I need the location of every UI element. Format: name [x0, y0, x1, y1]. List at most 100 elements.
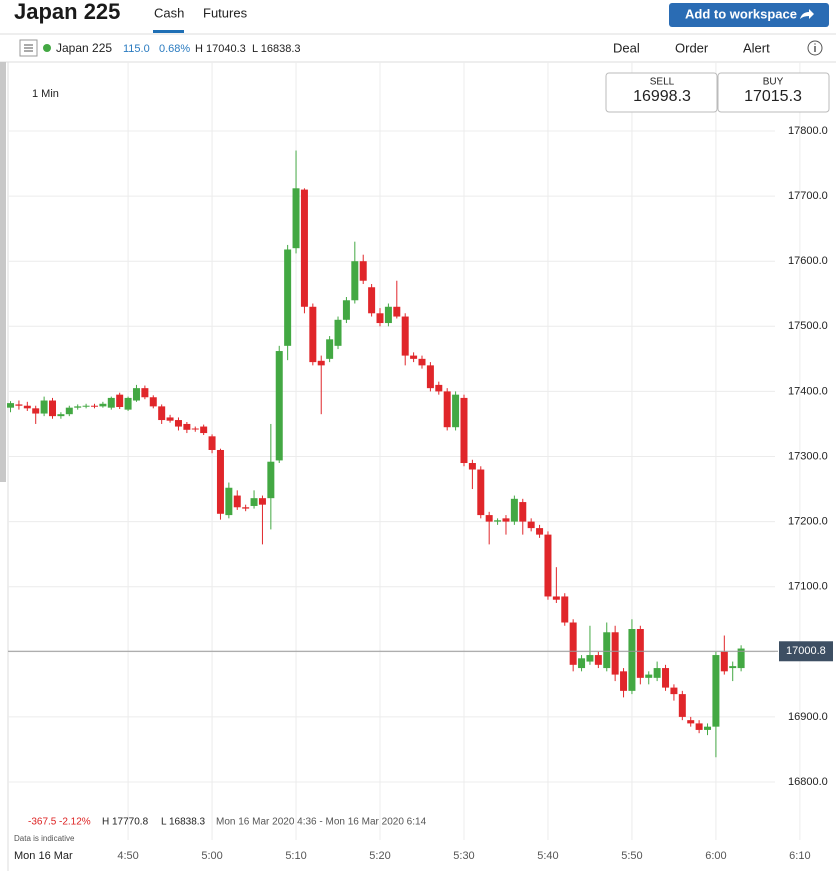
- current-price-label: 17000.8: [786, 645, 826, 657]
- stat-change: -367.5: [28, 817, 57, 828]
- candle-body: [704, 726, 712, 730]
- date-label: Mon 16 Mar: [14, 850, 73, 862]
- alert[interactable]: Alert: [743, 40, 770, 55]
- candle-body: [578, 658, 586, 669]
- y-tick-label: 17200.0: [788, 516, 828, 528]
- stat-high: H 17770.8: [102, 817, 149, 828]
- candle-body: [82, 405, 90, 407]
- candle-body: [267, 461, 275, 499]
- candle-body: [510, 498, 518, 522]
- workspace-button[interactable]: [669, 3, 829, 27]
- info-icon[interactable]: [807, 40, 823, 56]
- y-tick-label: 17100.0: [788, 581, 828, 593]
- candle-body: [359, 261, 367, 281]
- candle-body: [452, 394, 460, 428]
- stat-low: L 16838.3: [161, 817, 206, 828]
- candle-body: [544, 534, 552, 597]
- y-tick-label: 16800.0: [788, 776, 828, 788]
- y-tick-label: 17800.0: [788, 125, 828, 137]
- candle-body: [737, 648, 745, 669]
- change: 115.0: [123, 43, 150, 55]
- candle-body: [443, 391, 451, 428]
- candle-body: [57, 414, 65, 417]
- candle-body: [166, 417, 174, 421]
- candle-body: [653, 668, 661, 678]
- candle-body: [603, 632, 611, 669]
- candle-body: [695, 723, 703, 730]
- candle-body: [250, 498, 258, 506]
- x-tick-label: 5:00: [201, 850, 222, 862]
- candle-body: [536, 528, 544, 535]
- y-tick-label: 17600.0: [788, 255, 828, 267]
- interval[interactable]: 1 Min: [32, 88, 59, 100]
- tab-cash[interactable]: Cash: [154, 5, 184, 20]
- x-tick-label: 4:50: [117, 850, 138, 862]
- candle-body: [460, 397, 468, 464]
- candle-body: [191, 428, 199, 430]
- candle-body: [485, 515, 493, 522]
- candle-body: [74, 406, 82, 408]
- sell-label: SELL: [650, 77, 675, 88]
- candle-body: [216, 449, 224, 514]
- candle-body: [435, 384, 443, 392]
- stat-change-pct: -2.12%: [59, 817, 91, 828]
- stat-range: Mon 16 Mar 2020 4:36 - Mon 16 Mar 2020 6…: [216, 817, 427, 828]
- order[interactable]: Order: [675, 40, 709, 55]
- candles: [7, 150, 778, 758]
- candle-body: [636, 629, 644, 678]
- candle-body: [561, 596, 569, 623]
- x-tick-label: 5:50: [621, 850, 642, 862]
- x-tick-label: 6:10: [789, 850, 810, 862]
- day-high: H 17040.3: [195, 43, 246, 55]
- candle-body: [376, 313, 384, 324]
- candle-body: [183, 423, 191, 430]
- tab-futures[interactable]: Futures: [203, 5, 248, 20]
- candle-body: [233, 495, 241, 508]
- deal[interactable]: Deal: [613, 40, 640, 55]
- candle-body: [477, 469, 485, 516]
- candle-body: [494, 520, 502, 522]
- candle-body: [662, 668, 670, 688]
- candle-body: [426, 365, 434, 389]
- candle-body: [712, 655, 720, 727]
- candle-body: [200, 426, 208, 434]
- candle-body: [502, 518, 510, 522]
- stat-note: Data is indicative: [14, 834, 75, 843]
- candle-body: [468, 463, 476, 470]
- candle-body: [208, 436, 216, 450]
- candle-body: [242, 507, 250, 509]
- buy-box[interactable]: [717, 72, 830, 113]
- candle-body: [23, 405, 31, 409]
- candle-body: [527, 521, 535, 529]
- y-tick-label: 17300.0: [788, 450, 828, 462]
- candle-body: [65, 407, 73, 415]
- current-price-box: [779, 641, 833, 662]
- candle-body: [384, 306, 392, 324]
- candle-body: [594, 655, 602, 665]
- candle-body: [174, 420, 182, 427]
- candle-body: [292, 188, 300, 249]
- buy-label: BUY: [763, 77, 784, 88]
- sell-price: 16998.3: [633, 88, 691, 105]
- candle-body: [687, 720, 695, 724]
- sell-box[interactable]: [605, 72, 718, 113]
- candle-body: [628, 629, 636, 691]
- candle-body: [729, 666, 737, 669]
- share-icon: [800, 9, 814, 19]
- tab-underline: [153, 30, 184, 33]
- y-tick-label: 17700.0: [788, 190, 828, 202]
- candle-body: [326, 339, 334, 359]
- candle-body: [275, 351, 283, 461]
- candle-body: [149, 397, 157, 407]
- candle-body: [368, 287, 376, 314]
- candle-body: [317, 360, 325, 366]
- candle-body: [620, 671, 628, 691]
- candle-body: [32, 408, 40, 414]
- candle-body: [116, 394, 124, 408]
- candle-body: [342, 300, 350, 320]
- candle-body: [300, 189, 308, 307]
- candle-body: [284, 249, 292, 346]
- candle-body: [99, 403, 107, 407]
- candle-body: [334, 319, 342, 346]
- candle-body: [225, 487, 233, 516]
